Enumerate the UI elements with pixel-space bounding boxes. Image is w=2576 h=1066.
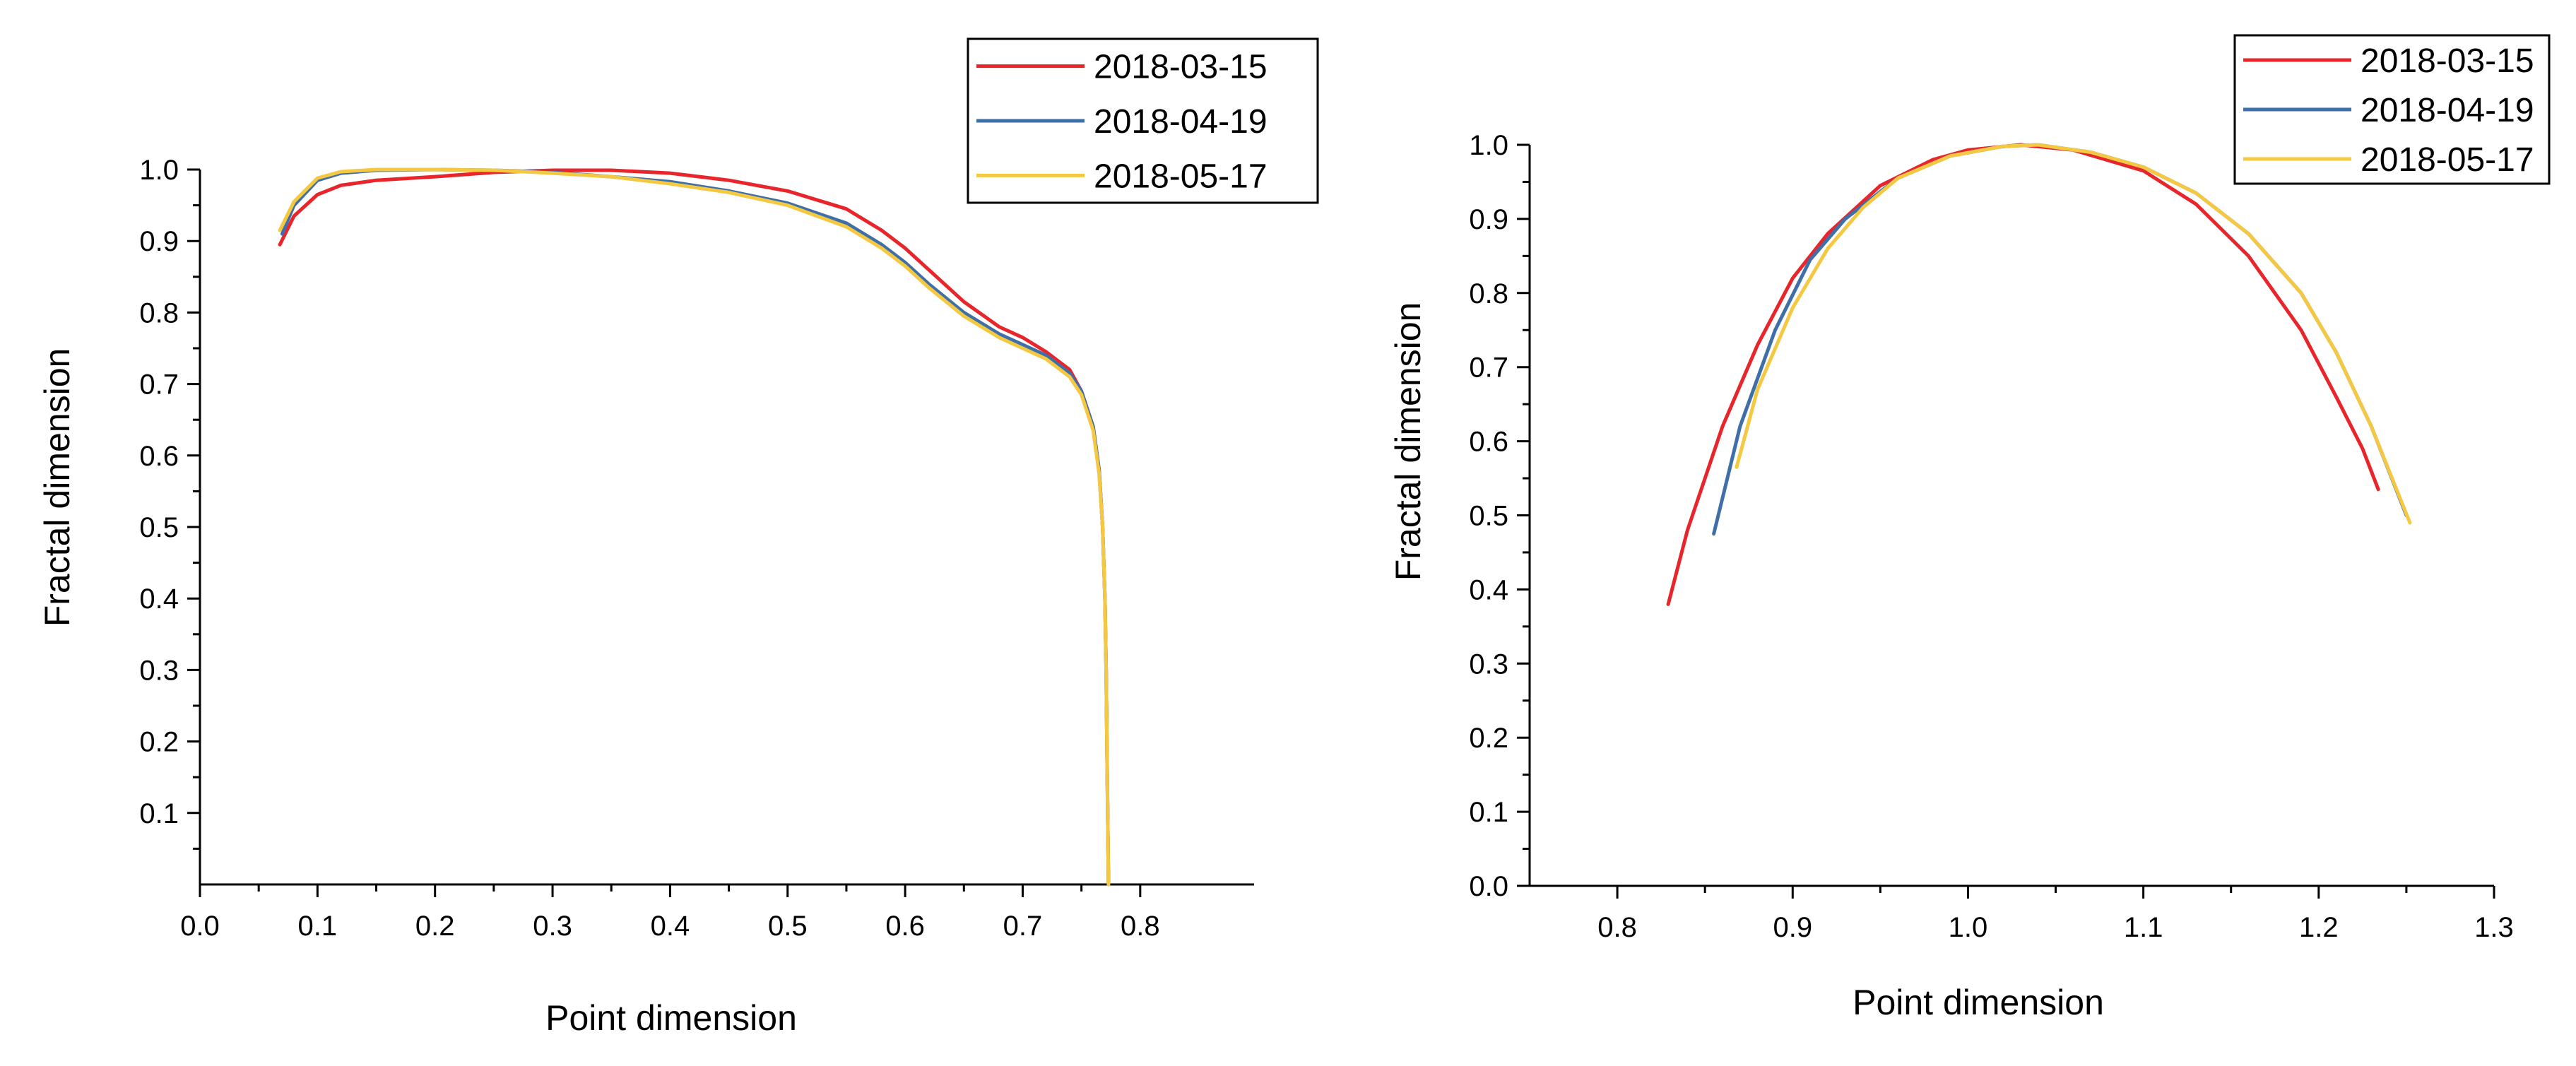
series-line-2018-03-15 bbox=[1666, 143, 2380, 606]
y-tick-label: 0.9 bbox=[139, 226, 179, 257]
legend-label: 2018-03-15 bbox=[1094, 49, 1268, 86]
y-tick-label: 0.4 bbox=[1469, 574, 1508, 605]
y-tick-label: 0.8 bbox=[1469, 278, 1508, 309]
chart-right: 0.8 0.9 1.0 1.1 1.2 1.3 0.0 0.1 0.2 0.3 0.4 0.5 0.6 0… bbox=[1388, 34, 2551, 1022]
y-tick-label: 0.9 bbox=[1469, 204, 1508, 235]
x-axis-title: Point dimension bbox=[545, 998, 797, 1038]
series-line-2018-05-17 bbox=[278, 167, 1111, 887]
series-group bbox=[278, 167, 1111, 887]
legend-label: 2018-04-19 bbox=[2361, 92, 2534, 129]
y-tick-label: 0.7 bbox=[139, 369, 179, 401]
series-line-2018-05-17 bbox=[1735, 143, 2412, 525]
legend-label: 2018-05-17 bbox=[1094, 158, 1268, 195]
y-tick-label: 0.6 bbox=[139, 441, 179, 472]
y-tick-label: 0.4 bbox=[139, 584, 179, 615]
x-tick-label: 0.1 bbox=[298, 911, 338, 942]
series-group bbox=[1666, 143, 2412, 606]
y-tick-label: 0.5 bbox=[1469, 501, 1508, 532]
x-tick-label: 0.7 bbox=[1003, 911, 1043, 942]
x-tick-label: 0.9 bbox=[1773, 912, 1812, 943]
y-tick-label: 0.1 bbox=[139, 798, 179, 829]
y-tick-label: 0.2 bbox=[1469, 723, 1508, 754]
series-line-2018-03-15 bbox=[278, 168, 1111, 887]
series-line-2018-04-19 bbox=[1712, 143, 2409, 536]
legend: 2018-03-15 2018-04-19 2018-05-17 bbox=[967, 37, 1319, 204]
y-axis-title: Fractal dimension bbox=[1388, 302, 1428, 581]
y-tick-label: 1.0 bbox=[139, 155, 179, 186]
legend-label: 2018-04-19 bbox=[1094, 103, 1268, 141]
x-tick-label: 0.2 bbox=[415, 911, 455, 942]
y-tick-label: 0.2 bbox=[139, 727, 179, 758]
legend: 2018-03-15 2018-04-19 2018-05-17 bbox=[2233, 34, 2551, 185]
y-tick-label: 1.0 bbox=[1469, 130, 1508, 161]
y-tick-label: 0.3 bbox=[1469, 649, 1508, 680]
y-axis-title: Fractal dimension bbox=[37, 348, 77, 627]
x-tick-label: 0.6 bbox=[885, 911, 925, 942]
x-tick-label: 1.0 bbox=[1949, 912, 1988, 943]
tick-group: 0.8 0.9 1.0 1.1 1.2 1.3 0.0 0.1 0.2 0.3 0.4 0.5 0.6 0… bbox=[1469, 130, 2513, 943]
x-tick-label: 1.3 bbox=[2474, 912, 2514, 943]
x-tick-label: 0.8 bbox=[1121, 911, 1160, 942]
x-tick-label: 0.5 bbox=[768, 911, 808, 942]
x-tick-label: 0.8 bbox=[1597, 912, 1637, 943]
x-axis-title: Point dimension bbox=[1853, 983, 2104, 1022]
y-tick-label: 0.0 bbox=[1469, 871, 1508, 902]
x-tick-label: 0.0 bbox=[180, 911, 220, 942]
x-tick-label: 0.3 bbox=[533, 911, 572, 942]
x-tick-label: 1.1 bbox=[2124, 912, 2163, 943]
y-tick-label: 0.3 bbox=[139, 655, 179, 686]
y-tick-label: 0.1 bbox=[1469, 797, 1508, 828]
x-tick-label: 1.2 bbox=[2299, 912, 2339, 943]
y-tick-label: 0.5 bbox=[139, 512, 179, 543]
x-tick-label: 0.4 bbox=[651, 911, 690, 942]
chart-left: 0.0 0.1 0.2 0.3 0.4 0.5 0.6 0.7 0.8 0.1 0.2 0.3 0.4 0… bbox=[37, 37, 1319, 1038]
y-tick-label: 0.7 bbox=[1469, 353, 1508, 384]
y-tick-label: 0.8 bbox=[139, 297, 179, 328]
series-line-2018-04-19 bbox=[280, 167, 1111, 887]
y-tick-label: 0.6 bbox=[1469, 427, 1508, 458]
tick-group: 0.0 0.1 0.2 0.3 0.4 0.5 0.6 0.7 0.8 0.1 0.2 0.3 0.4 0… bbox=[139, 155, 1159, 942]
legend-label: 2018-03-15 bbox=[2361, 42, 2534, 80]
legend-label: 2018-05-17 bbox=[2361, 141, 2534, 179]
